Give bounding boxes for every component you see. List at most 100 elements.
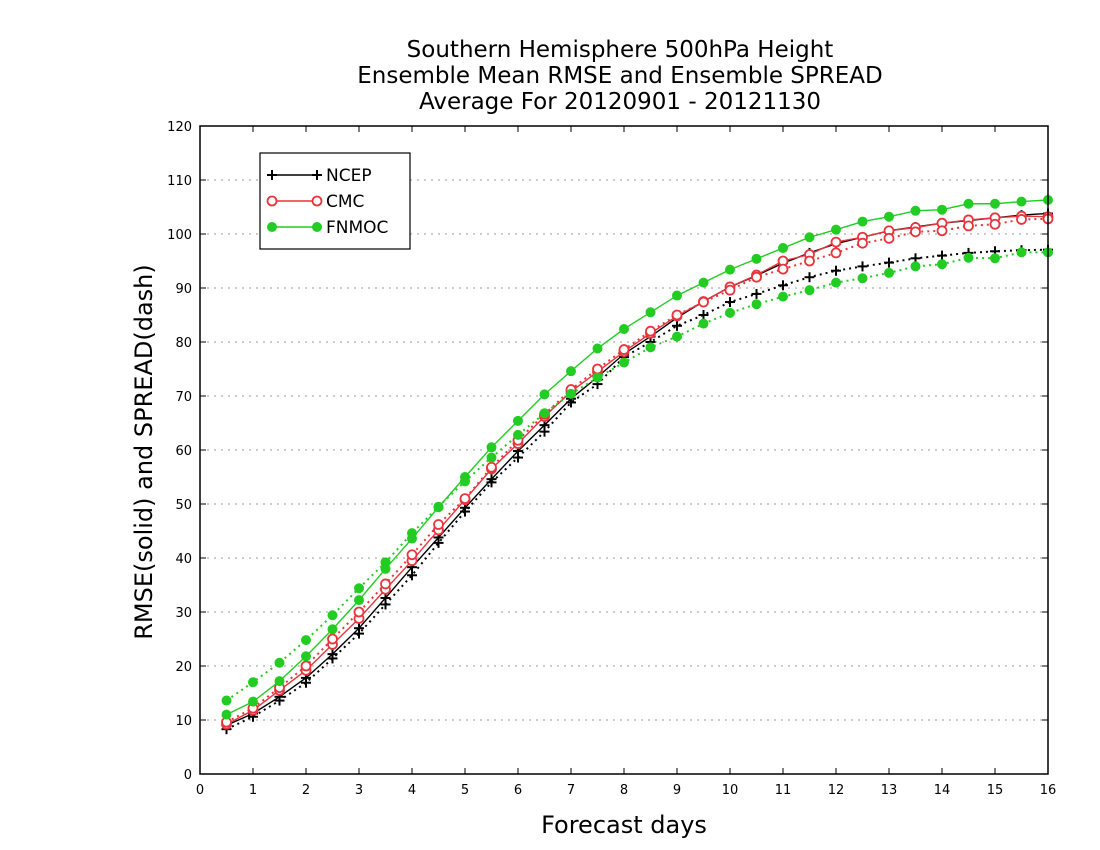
- data-point-plus: [267, 170, 277, 180]
- data-point-filled-circle: [460, 476, 470, 487]
- y-tick-label: 30: [175, 606, 192, 621]
- data-point-open-circle: [724, 284, 736, 296]
- series-ncep-spread: [221, 244, 1053, 735]
- data-point-plus: [804, 272, 815, 283]
- data-point-filled-circle: [937, 259, 947, 270]
- y-tick-label: 0: [184, 768, 192, 783]
- data-point-plus: [513, 452, 523, 463]
- data-point-filled-circle: [884, 211, 894, 222]
- data-point-filled-circle: [433, 501, 444, 512]
- series-line-cmc-spread: [226, 217, 1049, 724]
- data-point-open-circle: [883, 232, 895, 244]
- data-point-plus: [433, 537, 444, 548]
- data-point-filled-circle: [486, 452, 497, 463]
- data-point-filled-circle: [312, 222, 322, 232]
- x-tick-label: 2: [302, 783, 310, 798]
- legend-label: CMC: [326, 192, 364, 212]
- data-point-open-circle: [592, 363, 603, 375]
- x-tick-label: 0: [196, 783, 204, 798]
- data-point-filled-circle: [645, 342, 656, 353]
- data-point-filled-circle: [354, 595, 364, 606]
- data-point-filled-circle: [592, 343, 603, 354]
- data-point-filled-circle: [274, 676, 285, 687]
- data-point-filled-circle: [513, 415, 523, 426]
- data-point-open-circle: [327, 633, 338, 645]
- data-point-filled-circle: [1016, 247, 1027, 258]
- data-point-open-circle: [311, 195, 323, 207]
- series-line-fnmoc-spread: [225, 251, 1048, 702]
- data-point-filled-circle: [751, 299, 762, 310]
- data-point-filled-circle: [619, 324, 629, 335]
- y-tick-label: 20: [175, 660, 192, 675]
- series-cmc-spread: [221, 213, 1054, 728]
- data-point-filled-circle: [592, 372, 603, 383]
- data-point-filled-circle: [672, 331, 682, 342]
- data-point-plus: [327, 653, 338, 664]
- chart-title: Southern Hemisphere 500hPa Height Ensemb…: [357, 37, 882, 115]
- data-point-plus: [725, 297, 735, 308]
- x-tick-label: 1: [249, 783, 257, 798]
- data-point-filled-circle: [804, 232, 815, 243]
- title-line-2: Ensemble Mean RMSE and Ensemble SPREAD: [357, 63, 882, 89]
- x-tick-label: 14: [934, 783, 951, 798]
- data-point-filled-circle: [267, 222, 277, 232]
- data-point-filled-circle: [990, 253, 1000, 264]
- y-tick-label: 100: [167, 228, 192, 243]
- data-point-filled-circle: [910, 261, 921, 272]
- data-point-filled-circle: [221, 695, 232, 706]
- data-point-filled-circle: [248, 696, 258, 707]
- data-point-plus: [354, 628, 364, 639]
- data-point-plus: [751, 288, 762, 299]
- y-tick-label: 80: [175, 336, 192, 351]
- data-point-filled-circle: [1016, 196, 1027, 207]
- data-point-filled-circle: [248, 677, 258, 688]
- data-point-plus: [380, 599, 391, 610]
- x-tick-label: 5: [461, 783, 469, 798]
- data-point-filled-circle: [486, 442, 497, 453]
- data-point-filled-circle: [857, 216, 868, 227]
- data-point-open-circle: [857, 237, 868, 249]
- series-line-ncep-spread: [226, 248, 1049, 731]
- data-point-plus: [672, 320, 682, 331]
- data-point-open-circle: [830, 247, 842, 259]
- data-point-plus: [857, 261, 868, 272]
- data-point-filled-circle: [963, 252, 974, 263]
- x-tick-label: 15: [987, 783, 1004, 798]
- series-ncep: [221, 208, 1053, 731]
- data-point-filled-circle: [327, 610, 338, 621]
- data-point-open-circle: [353, 606, 365, 618]
- data-point-open-circle: [910, 226, 921, 238]
- data-point-plus: [486, 477, 497, 488]
- data-point-filled-circle: [698, 277, 709, 288]
- title-line-1: Southern Hemisphere 500hPa Height: [407, 37, 834, 63]
- data-point-open-circle: [698, 296, 709, 308]
- data-point-filled-circle: [539, 408, 550, 419]
- series-fnmoc: [221, 194, 1053, 720]
- x-tick-label: 11: [775, 783, 792, 798]
- x-tick-label: 6: [514, 783, 522, 798]
- data-point-filled-circle: [884, 267, 894, 278]
- data-point-filled-circle: [963, 198, 974, 209]
- y-tick-label: 10: [175, 714, 192, 729]
- data-point-filled-circle: [354, 583, 364, 594]
- data-point-filled-circle: [380, 557, 391, 568]
- y-axis-title: RMSE(solid) and SPREAD(dash): [130, 264, 158, 640]
- legend-label: FNMOC: [326, 218, 388, 238]
- data-point-plus: [698, 310, 709, 320]
- data-point-filled-circle: [937, 204, 947, 215]
- data-point-filled-circle: [910, 205, 921, 216]
- legend-item-ncep: NCEP: [267, 166, 372, 186]
- data-point-filled-circle: [804, 285, 815, 296]
- x-tick-label: 4: [408, 783, 416, 798]
- data-point-filled-circle: [407, 528, 417, 539]
- data-point-open-circle: [459, 493, 471, 505]
- x-tick-label: 13: [881, 783, 898, 798]
- data-point-filled-circle: [539, 389, 550, 400]
- data-point-open-circle: [618, 344, 630, 355]
- data-point-filled-circle: [221, 709, 232, 720]
- data-point-filled-circle: [990, 198, 1000, 209]
- data-series: [221, 194, 1054, 735]
- title-line-3: Average For 20120901 - 20121130: [419, 89, 821, 115]
